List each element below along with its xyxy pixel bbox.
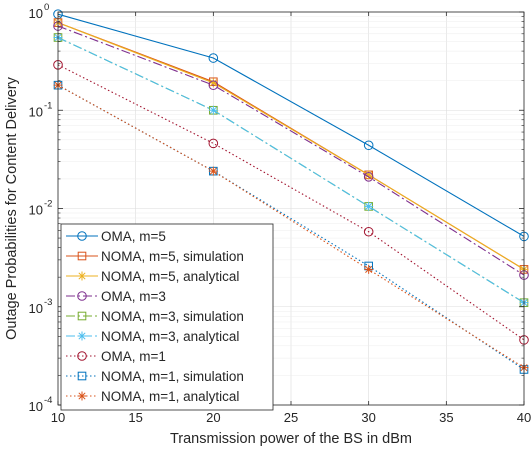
y-tick-label: 10 bbox=[29, 203, 43, 218]
data-point bbox=[208, 53, 219, 63]
legend-label: OMA, m=5 bbox=[101, 229, 166, 244]
legend-entry: OMA, m=1 bbox=[66, 349, 166, 364]
legend-entry: NOMA, m=1, analytical bbox=[66, 389, 239, 404]
series-line bbox=[57, 22, 525, 270]
data-point bbox=[363, 172, 374, 182]
x-tick-label: 30 bbox=[361, 410, 375, 425]
data-point bbox=[363, 226, 374, 237]
x-tick-label: 20 bbox=[206, 410, 220, 425]
legend-entry: OMA, m=5 bbox=[66, 229, 166, 244]
series-line bbox=[57, 84, 525, 369]
legend-label: OMA, m=1 bbox=[101, 349, 166, 364]
series-line bbox=[57, 13, 525, 237]
legend-marker bbox=[77, 231, 87, 241]
x-tick-label: 25 bbox=[284, 410, 298, 425]
legend-marker bbox=[77, 251, 87, 261]
legend-marker bbox=[77, 331, 87, 341]
legend-entry: NOMA, m=5, simulation bbox=[66, 249, 244, 264]
legend-entry: OMA, m=3 bbox=[66, 289, 166, 304]
data-point bbox=[208, 80, 219, 90]
legend-marker bbox=[77, 291, 87, 301]
legend-marker bbox=[77, 391, 87, 401]
legend-entry: NOMA, m=1, simulation bbox=[66, 369, 244, 384]
legend-label: NOMA, m=5, analytical bbox=[101, 269, 239, 284]
legend-label: NOMA, m=3, simulation bbox=[101, 309, 244, 324]
legend-label: NOMA, m=1, simulation bbox=[101, 369, 244, 384]
legend-label: NOMA, m=5, simulation bbox=[101, 249, 244, 264]
x-tick-label: 35 bbox=[439, 410, 453, 425]
y-tick-exponent: -3 bbox=[44, 297, 52, 308]
x-tick-label: 40 bbox=[517, 410, 531, 425]
legend-marker bbox=[77, 351, 87, 361]
y-tick-label: 10 bbox=[29, 301, 43, 316]
series-line bbox=[57, 37, 525, 304]
y-tick-label: 10 bbox=[29, 399, 43, 414]
legend-label: NOMA, m=1, analytical bbox=[101, 389, 239, 404]
legend-marker bbox=[77, 271, 87, 281]
data-point bbox=[208, 78, 218, 88]
y-tick-exponent: -4 bbox=[44, 395, 52, 406]
y-axis-label: Outage Probabilities for Content Deliver… bbox=[4, 76, 20, 339]
data-point bbox=[364, 264, 374, 274]
data-point bbox=[364, 201, 374, 211]
legend-label: NOMA, m=3, analytical bbox=[101, 329, 239, 344]
data-point bbox=[208, 105, 218, 115]
data-point bbox=[208, 138, 219, 149]
series-group bbox=[53, 9, 529, 374]
data-point bbox=[364, 170, 374, 180]
legend-box bbox=[60, 223, 274, 411]
legend-entry: NOMA, m=3, simulation bbox=[66, 309, 244, 324]
legend-entry: NOMA, m=5, analytical bbox=[66, 269, 239, 284]
legend-label: OMA, m=3 bbox=[101, 289, 166, 304]
data-point bbox=[208, 166, 218, 176]
legend-marker bbox=[77, 311, 87, 321]
legend-marker bbox=[77, 371, 87, 381]
y-tick-label: 10 bbox=[29, 6, 43, 21]
legend: OMA, m=5 NOMA, m=5, simulation NOMA, m=5, … bbox=[60, 223, 274, 411]
series-line bbox=[57, 25, 525, 276]
y-tick-exponent: -2 bbox=[44, 199, 52, 210]
x-tick-label: 10 bbox=[51, 410, 65, 425]
y-tick-exponent: -1 bbox=[44, 100, 52, 111]
legend-entry: NOMA, m=3, analytical bbox=[66, 329, 239, 344]
y-tick-label: 10 bbox=[29, 104, 43, 119]
y-tick-exponent: 0 bbox=[44, 2, 49, 13]
data-point bbox=[363, 140, 374, 151]
x-axis-label: Transmission power of the BS in dBm bbox=[170, 431, 412, 447]
x-tick-label: 15 bbox=[128, 410, 142, 425]
